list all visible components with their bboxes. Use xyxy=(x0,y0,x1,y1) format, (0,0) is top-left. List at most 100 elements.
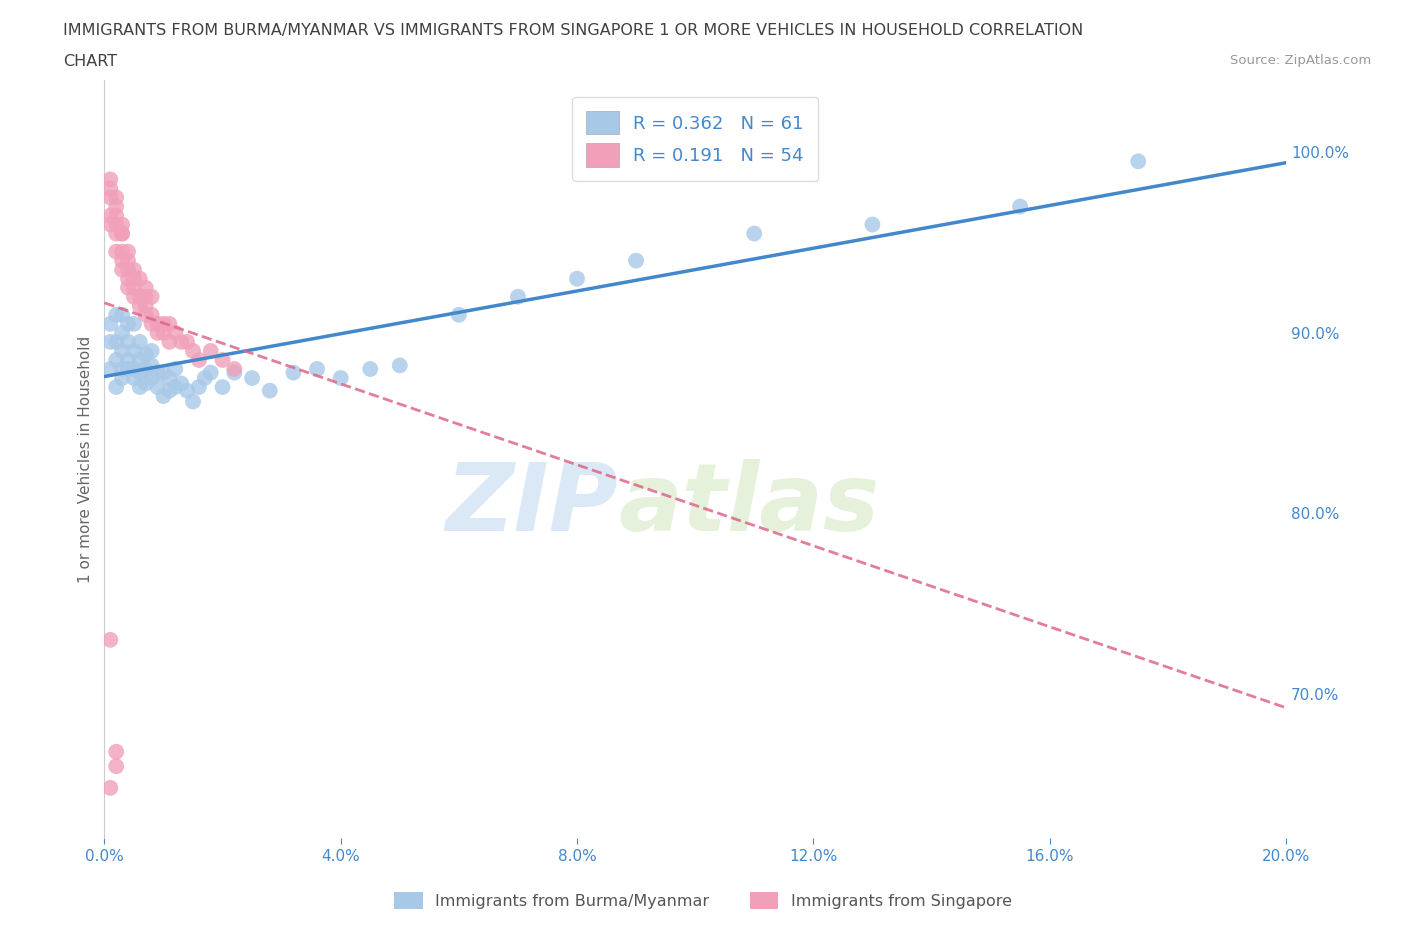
Point xyxy=(122,343,145,358)
Point xyxy=(259,383,281,398)
Point xyxy=(152,326,174,340)
Point xyxy=(135,347,157,362)
Point xyxy=(117,272,139,286)
Point xyxy=(141,370,163,385)
Point xyxy=(152,365,174,380)
Point xyxy=(157,370,180,385)
Point xyxy=(135,308,157,323)
Point xyxy=(117,262,139,277)
Text: atlas: atlas xyxy=(619,458,880,551)
Point xyxy=(224,362,246,377)
Point xyxy=(117,280,139,295)
Point xyxy=(98,362,121,377)
Text: IMMIGRANTS FROM BURMA/MYANMAR VS IMMIGRANTS FROM SINGAPORE 1 OR MORE VEHICLES IN: IMMIGRANTS FROM BURMA/MYANMAR VS IMMIGRA… xyxy=(63,23,1084,38)
Point xyxy=(329,370,352,385)
Point xyxy=(283,365,305,380)
Point xyxy=(170,335,193,350)
Point xyxy=(506,289,529,304)
Point xyxy=(224,365,246,380)
Point xyxy=(200,343,222,358)
Point xyxy=(128,272,150,286)
Point xyxy=(122,262,145,277)
Point xyxy=(105,190,128,205)
Point xyxy=(141,289,163,304)
Point xyxy=(111,370,134,385)
Point xyxy=(624,253,647,268)
Point xyxy=(135,376,157,391)
Point xyxy=(157,335,180,350)
Point xyxy=(105,759,128,774)
Point xyxy=(117,362,139,377)
Point xyxy=(141,343,163,358)
Point xyxy=(105,245,128,259)
Point xyxy=(200,365,222,380)
Point xyxy=(135,299,157,313)
Point xyxy=(157,316,180,331)
Point xyxy=(860,217,883,232)
Point xyxy=(181,394,204,409)
Point xyxy=(98,335,121,350)
Point xyxy=(122,289,145,304)
Point xyxy=(122,272,145,286)
Point xyxy=(111,262,134,277)
Point xyxy=(141,308,163,323)
Point xyxy=(565,272,588,286)
Point xyxy=(135,289,157,304)
Point xyxy=(211,379,233,394)
Point xyxy=(165,362,187,377)
Point xyxy=(307,362,329,377)
Point xyxy=(146,379,169,394)
Point xyxy=(128,335,150,350)
Point xyxy=(152,316,174,331)
Point xyxy=(359,362,381,377)
Point xyxy=(98,316,121,331)
Point xyxy=(98,217,121,232)
Point xyxy=(111,308,134,323)
Point xyxy=(117,335,139,350)
Text: CHART: CHART xyxy=(63,54,117,69)
Point xyxy=(105,308,128,323)
Point xyxy=(157,383,180,398)
Text: ZIP: ZIP xyxy=(446,458,619,551)
Point xyxy=(176,383,198,398)
Point xyxy=(111,326,134,340)
Point xyxy=(165,379,187,394)
Point xyxy=(152,389,174,404)
Point xyxy=(1128,153,1150,168)
Point xyxy=(135,280,157,295)
Point xyxy=(447,308,470,323)
Point xyxy=(105,335,128,350)
Point xyxy=(105,208,128,223)
Point xyxy=(122,280,145,295)
Legend: Immigrants from Burma/Myanmar, Immigrants from Singapore: Immigrants from Burma/Myanmar, Immigrant… xyxy=(387,884,1019,917)
Point xyxy=(98,190,121,205)
Point xyxy=(111,226,134,241)
Point xyxy=(211,352,233,367)
Point xyxy=(240,370,263,385)
Point xyxy=(165,326,187,340)
Point xyxy=(146,365,169,380)
Point xyxy=(1010,199,1032,214)
Point xyxy=(105,379,128,394)
Point xyxy=(176,335,198,350)
Point xyxy=(128,365,150,380)
Point xyxy=(388,358,411,373)
Point xyxy=(170,376,193,391)
Point xyxy=(98,181,121,196)
Point xyxy=(105,744,128,759)
Point xyxy=(128,352,150,367)
Point xyxy=(98,780,121,795)
Point xyxy=(141,316,163,331)
Point xyxy=(187,352,209,367)
Point xyxy=(194,370,217,385)
Point xyxy=(117,245,139,259)
Point xyxy=(181,343,204,358)
Point xyxy=(117,253,139,268)
Point xyxy=(105,226,128,241)
Point xyxy=(117,352,139,367)
Point xyxy=(146,326,169,340)
Point xyxy=(187,379,209,394)
Y-axis label: 1 or more Vehicles in Household: 1 or more Vehicles in Household xyxy=(79,336,93,583)
Point xyxy=(128,299,150,313)
Point xyxy=(122,316,145,331)
